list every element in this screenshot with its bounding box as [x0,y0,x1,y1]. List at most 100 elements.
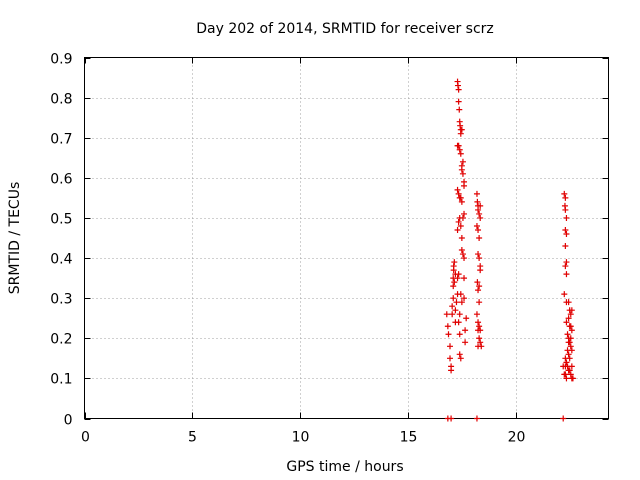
plot-frame [84,57,609,419]
data-point [461,255,468,262]
data-point [567,371,574,378]
data-point [568,363,575,370]
data-point [564,347,571,354]
data-point [562,243,569,250]
x-tick-label: 5 [188,430,197,446]
data-point [450,263,457,270]
data-point [562,226,569,233]
axis-ticks: 0 0.1 0.2 0.3 0.4 0.5 0.6 0.7 0.8 0.9 0 5 10 15 20 [50,52,609,446]
data-point [567,323,574,330]
data-point [477,267,484,274]
data-point [476,255,483,262]
data-point [454,186,461,193]
x-tick-label: 0 [81,430,90,446]
data-point [452,307,459,314]
y-tick-label: 0 [64,413,73,429]
data-point [457,130,464,137]
data-point [563,214,570,221]
data-point [458,235,465,241]
data-point [461,210,468,217]
data-point [477,214,484,221]
data-point [444,323,451,330]
data-point [567,311,574,318]
data-point [562,263,569,270]
x-tick-label: 10 [292,430,310,446]
data-point [451,279,458,286]
data-point [451,259,458,266]
data-point [475,287,482,294]
data-point [562,194,569,201]
data-point [458,126,465,133]
data-point [454,226,461,233]
data-point [473,415,480,422]
data-point [463,315,470,322]
data-point [476,335,483,342]
data-point [565,315,572,322]
y-tick-label: 0.1 [50,372,72,388]
data-point [455,271,462,278]
data-point [478,343,485,350]
data-point [457,122,464,129]
data-point [567,335,574,342]
data-point [474,279,481,286]
data-point [563,319,570,326]
data-point [561,202,568,209]
data-point [561,291,568,298]
data-point [459,170,466,177]
data-point [565,299,572,306]
data-point [568,327,575,334]
data-point [455,98,462,105]
data-point [457,150,464,157]
data-point [455,190,462,197]
data-point [459,158,466,165]
data-point [477,339,484,346]
data-point [458,247,465,254]
data-point [563,375,570,382]
data-point [561,190,568,197]
data-point [473,222,480,229]
data-point [457,355,464,362]
data-point [473,311,480,318]
data-point [455,218,462,225]
data-point [476,299,483,306]
data-point [568,307,575,314]
data-point [563,271,570,278]
data-point [475,251,482,258]
data-point [457,291,464,298]
data-point [456,311,463,318]
data-point [447,355,454,362]
data-point [476,283,483,290]
data-point [461,295,468,302]
data-point [476,210,483,217]
data-point [561,371,568,378]
data-point [448,367,455,374]
y-tick-label: 0.6 [50,172,72,188]
data-point [569,375,576,382]
data-point [477,202,484,209]
data-point [454,82,461,89]
x-tick-label: 20 [508,430,526,446]
y-tick-label: 0.8 [50,92,72,108]
data-point [455,142,462,149]
y-tick-label: 0.3 [50,292,72,308]
data-point [455,86,462,93]
data-point [565,339,572,346]
data-point [475,206,482,213]
data-point [461,275,468,282]
data-point [456,351,463,358]
chart-title: Day 202 of 2014, SRMTID for receiver scr… [196,21,494,37]
grid-lines [84,57,609,419]
data-point [474,198,481,205]
data-point [456,146,463,153]
data-point [450,283,457,290]
data-point [457,222,464,229]
data-point [457,194,464,201]
data-point [475,327,482,334]
data-point [443,311,450,318]
data-point [462,339,469,346]
x-tick-label: 15 [400,430,418,446]
data-point [449,311,456,318]
data-point [456,331,463,338]
